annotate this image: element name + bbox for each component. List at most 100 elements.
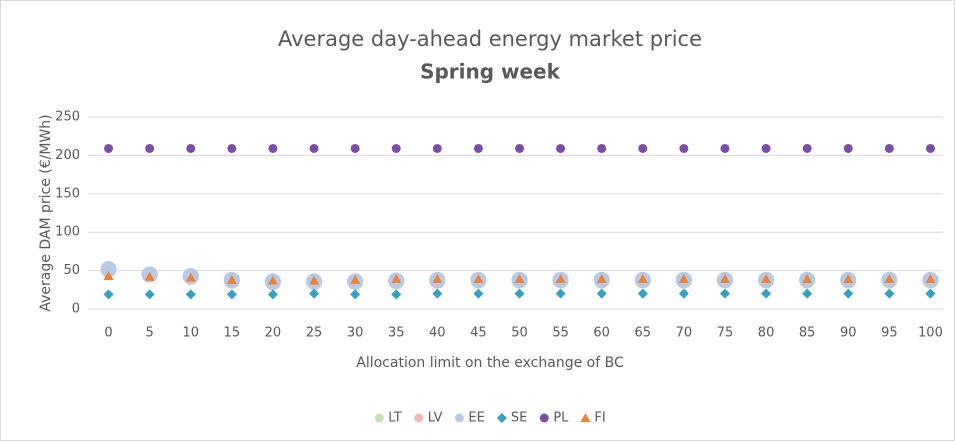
data-point bbox=[103, 289, 114, 300]
legend-marker bbox=[539, 413, 549, 423]
chart-subtitle: Spring week bbox=[420, 60, 561, 84]
x-tick-label: 55 bbox=[552, 326, 569, 341]
x-tick-label: 30 bbox=[347, 326, 364, 341]
data-point bbox=[185, 272, 196, 282]
x-tick-label: 5 bbox=[146, 326, 154, 341]
x-tick-label: 65 bbox=[635, 326, 652, 341]
legend-label: EE bbox=[468, 411, 484, 426]
x-tick-label: 0 bbox=[104, 326, 112, 341]
legend: LT LV EE SE PL FI bbox=[374, 411, 606, 426]
chart-title: Average day-ahead energy market price bbox=[278, 27, 702, 51]
data-point bbox=[309, 275, 320, 285]
legend-label: LV bbox=[428, 411, 443, 426]
data-point bbox=[761, 288, 772, 299]
data-point bbox=[144, 271, 155, 281]
data-point bbox=[391, 143, 401, 153]
data-point bbox=[391, 274, 402, 284]
x-tick-label: 20 bbox=[265, 326, 282, 341]
data-point bbox=[100, 261, 117, 278]
data-point bbox=[802, 143, 812, 153]
x-axis-label: Allocation limit on the exchange of BC bbox=[356, 355, 624, 371]
y-tick-label: 50 bbox=[63, 263, 80, 278]
data-point bbox=[925, 143, 935, 153]
data-point bbox=[884, 274, 895, 284]
data-point bbox=[473, 274, 484, 284]
data-point bbox=[104, 143, 114, 153]
data-point bbox=[802, 274, 813, 284]
data-point bbox=[268, 143, 278, 153]
data-point bbox=[678, 288, 689, 299]
legend-marker bbox=[454, 413, 464, 423]
data-point bbox=[556, 143, 566, 153]
x-tick-label: 75 bbox=[717, 326, 734, 341]
data-point bbox=[432, 288, 443, 299]
data-point bbox=[843, 143, 853, 153]
data-point bbox=[884, 288, 895, 299]
data-point bbox=[267, 289, 278, 300]
data-point bbox=[761, 143, 771, 153]
legend-marker bbox=[414, 413, 424, 423]
data-point bbox=[186, 143, 196, 153]
data-point bbox=[309, 143, 319, 153]
legend-marker bbox=[580, 413, 591, 422]
data-point bbox=[761, 274, 772, 284]
data-point bbox=[555, 288, 566, 299]
y-tick-label: 150 bbox=[55, 186, 80, 201]
data-point bbox=[596, 288, 607, 299]
data-point bbox=[515, 143, 524, 153]
data-point bbox=[637, 274, 648, 284]
legend-label: PL bbox=[553, 411, 569, 426]
x-tick-label: 45 bbox=[470, 326, 487, 341]
data-point bbox=[103, 270, 114, 280]
x-tick-label: 40 bbox=[429, 326, 446, 341]
data-point bbox=[637, 288, 648, 299]
data-point bbox=[432, 274, 443, 284]
data-point bbox=[226, 289, 237, 300]
data-point bbox=[145, 143, 155, 153]
data-point bbox=[719, 288, 730, 299]
y-tick-label: 0 bbox=[72, 302, 80, 317]
data-point bbox=[678, 274, 689, 284]
data-point bbox=[555, 274, 566, 284]
data-point bbox=[925, 288, 936, 299]
data-point bbox=[473, 143, 483, 153]
data-point bbox=[597, 143, 607, 153]
data-point bbox=[719, 274, 730, 284]
data-point bbox=[802, 288, 813, 299]
data-point bbox=[720, 143, 730, 153]
data-point bbox=[267, 275, 278, 285]
x-tick-label: 60 bbox=[593, 326, 610, 341]
x-tick-label: 90 bbox=[840, 326, 857, 341]
data-point bbox=[679, 143, 689, 153]
data-point bbox=[884, 143, 894, 153]
data-point bbox=[638, 143, 648, 153]
data-point bbox=[350, 143, 360, 153]
x-tick-label: 85 bbox=[799, 326, 816, 341]
data-point bbox=[432, 143, 442, 153]
data-point bbox=[843, 288, 854, 299]
y-axis-label: Average DAM price (€/MWh) bbox=[38, 114, 54, 311]
data-point bbox=[309, 288, 320, 299]
data-point bbox=[226, 274, 237, 284]
data-point bbox=[185, 289, 196, 300]
x-tick-label: 10 bbox=[182, 326, 199, 341]
x-tick-label: 15 bbox=[224, 326, 241, 341]
x-tick-label: 35 bbox=[388, 326, 405, 341]
x-tick-label: 50 bbox=[511, 326, 528, 341]
data-point bbox=[350, 274, 361, 284]
data-point bbox=[843, 274, 854, 284]
data-point bbox=[391, 289, 402, 300]
x-tick-label: 95 bbox=[881, 326, 898, 341]
y-tick-label: 100 bbox=[55, 225, 80, 240]
legend-label: FI bbox=[594, 411, 605, 426]
legend-marker bbox=[496, 413, 507, 423]
data-point bbox=[514, 274, 525, 284]
data-point bbox=[350, 289, 361, 300]
x-tick-label: 25 bbox=[306, 326, 323, 341]
data-point bbox=[596, 274, 607, 284]
x-tick-label: 80 bbox=[758, 326, 775, 341]
y-tick-label: 200 bbox=[55, 148, 80, 163]
data-point bbox=[925, 274, 936, 284]
